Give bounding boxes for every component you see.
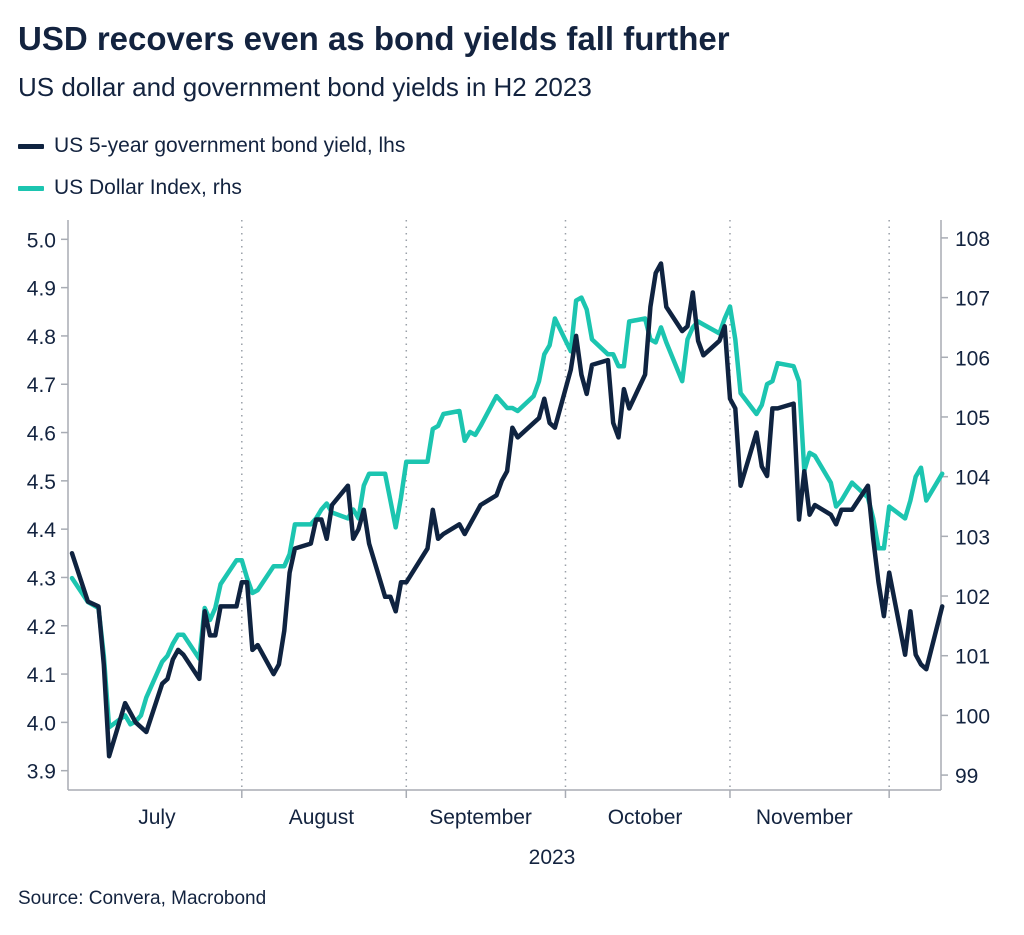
x-month-label: July: [138, 806, 176, 829]
legend-label-dxy: US Dollar Index, rhs: [54, 176, 242, 199]
y-right-tick-label: 99: [955, 765, 978, 788]
x-year-label: 2023: [529, 846, 576, 869]
y-left-tick-label: 3.9: [27, 761, 56, 784]
y-right-tick-label: 105: [955, 407, 990, 430]
legend-swatch-yield: [18, 143, 44, 149]
series-line-dxy: [69, 295, 945, 730]
y-left-tick-label: 4.5: [27, 471, 56, 494]
legend-swatch-dxy: [18, 185, 44, 191]
x-month-label: September: [429, 806, 532, 829]
y-right-tick-label: 107: [955, 288, 990, 311]
y-right-tick-label: 106: [955, 347, 990, 370]
y-right-tick-label: 103: [955, 526, 990, 549]
legend-label-yield: US 5-year government bond yield, lhs: [54, 134, 406, 157]
y-right-tick-label: 100: [955, 705, 990, 728]
legend-item-dxy: US Dollar Index, rhs: [18, 176, 242, 200]
y-right-tick-label: 108: [955, 228, 990, 251]
y-left-tick-label: 5.0: [27, 229, 56, 252]
x-month-label: November: [756, 806, 853, 829]
y-left-tick-label: 4.2: [27, 616, 56, 639]
legend-item-yield: US 5-year government bond yield, lhs: [18, 134, 405, 158]
y-right-tick-label: 101: [955, 646, 990, 669]
y-left-tick-label: 4.1: [27, 664, 56, 687]
x-month-label: October: [608, 806, 683, 829]
series-line-yield: [69, 261, 945, 759]
y-left-tick-label: 4.3: [27, 567, 56, 590]
y-right-tick-label: 102: [955, 586, 990, 609]
y-left-tick-label: 4.7: [27, 374, 56, 397]
y-left-tick-label: 4.6: [27, 423, 56, 446]
source-note: Source: Convera, Macrobond: [18, 888, 267, 909]
y-left-tick-label: 4.9: [27, 278, 56, 301]
x-month-label: August: [289, 806, 355, 829]
y-right-tick-label: 104: [955, 467, 990, 490]
y-left-tick-label: 4.8: [27, 326, 56, 349]
y-left-tick-label: 4.0: [27, 712, 56, 735]
y-left-tick-label: 4.4: [27, 519, 57, 542]
chart-title: USD recovers even as bond yields fall fu…: [18, 20, 730, 57]
chart-subtitle: US dollar and government bond yields in …: [18, 72, 592, 102]
